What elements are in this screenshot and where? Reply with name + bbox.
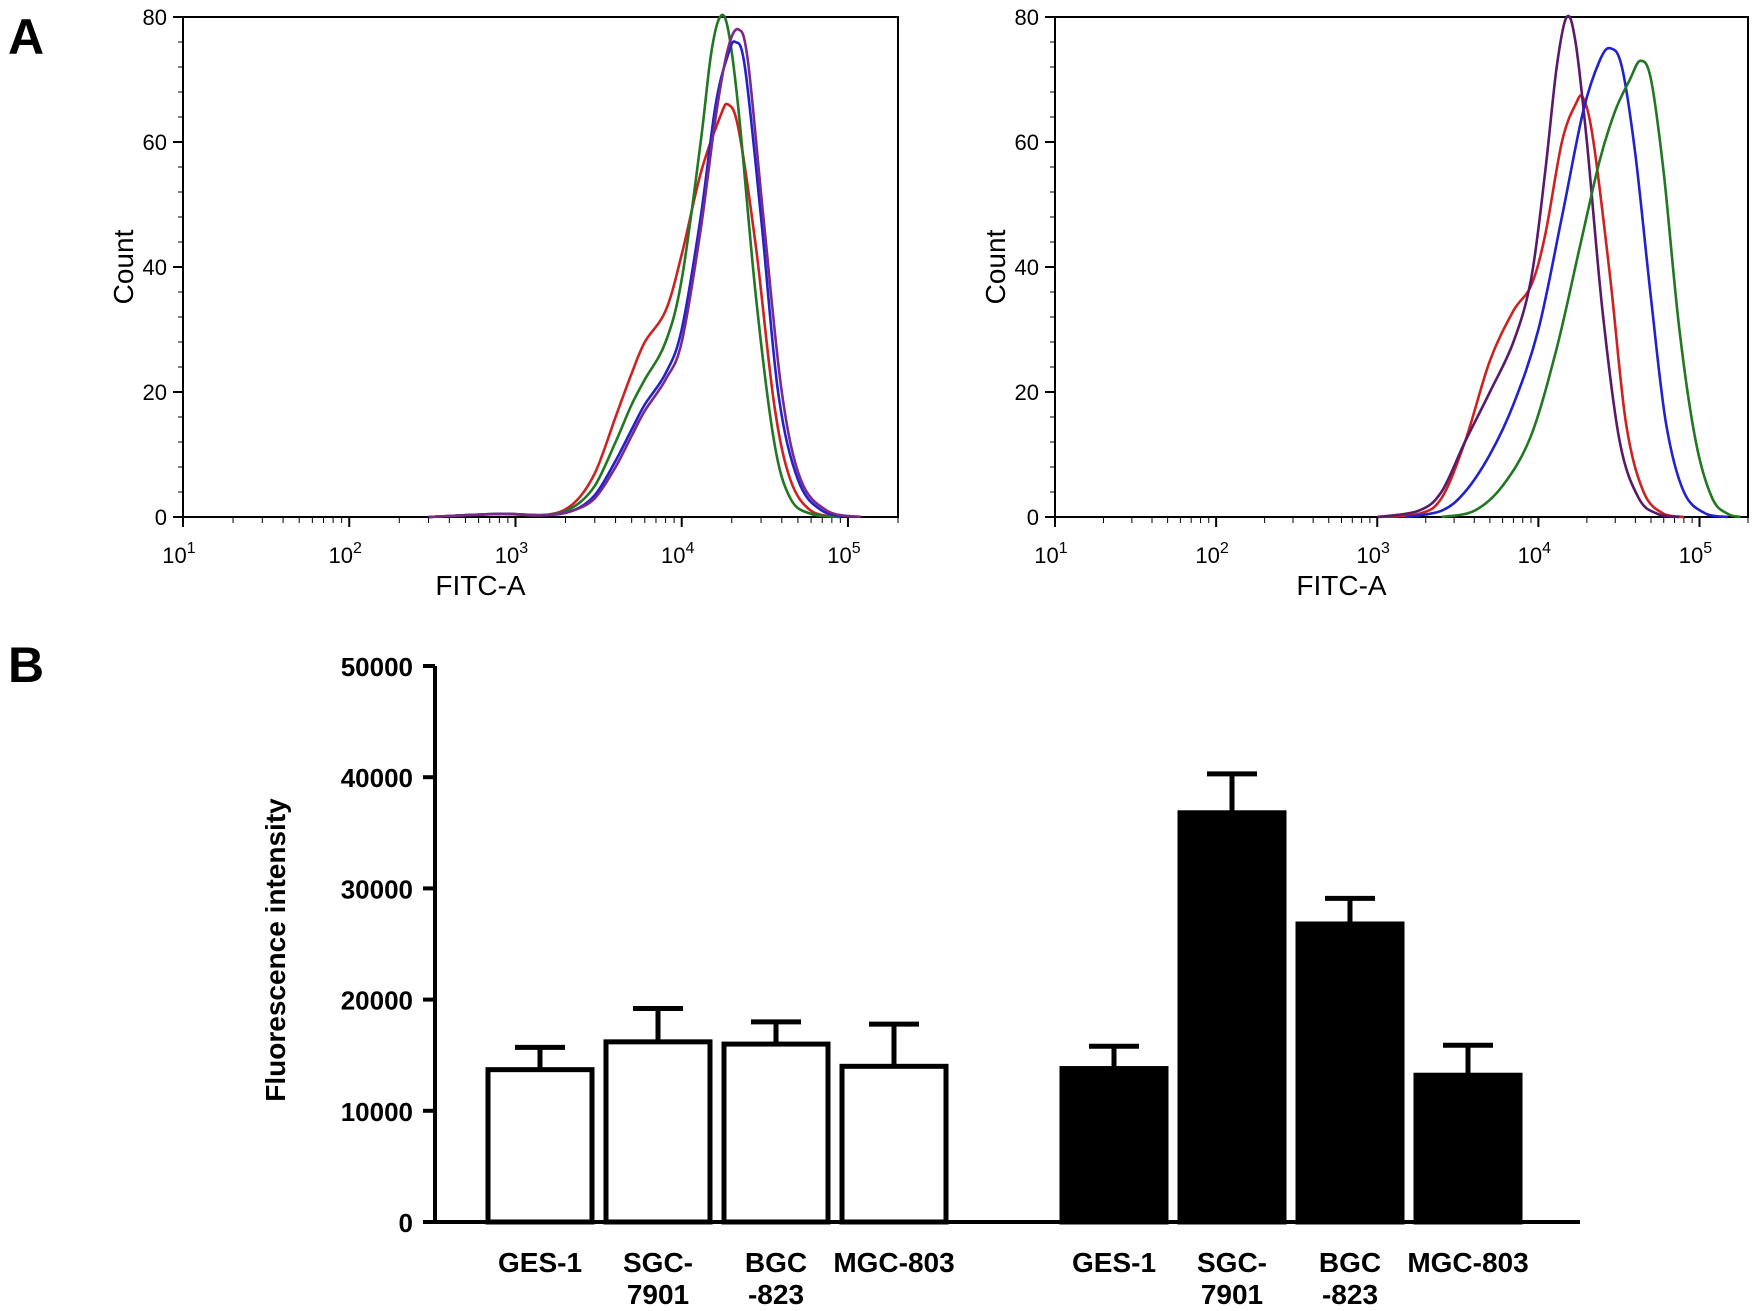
category-label: MGC-803 — [833, 1247, 954, 1278]
x-tick-label: 103 — [1357, 540, 1390, 568]
histogram-series-1 — [1377, 94, 1685, 519]
histogram-series-4 — [428, 27, 862, 519]
y-tick-label: 0 — [1027, 505, 1039, 530]
y-tick-label: 40 — [1015, 255, 1039, 280]
histogram-chart-left: 0 20 40 60 80 101 102 103 104 105 FITC-A Count — [108, 5, 899, 601]
bar — [1295, 921, 1405, 1225]
y-tick-label: 20 — [143, 380, 167, 405]
category-label-line2: 7901 — [1201, 1279, 1263, 1310]
y-axis-title: Count — [108, 229, 139, 304]
bar — [603, 1039, 713, 1225]
category-label: SGC- — [623, 1247, 693, 1278]
plot-frame — [1054, 16, 1749, 518]
histogram-series-4 — [1441, 59, 1741, 519]
y-tick-label: 10000 — [341, 1097, 413, 1127]
x-tick-label: 102 — [1195, 540, 1228, 568]
bar — [485, 1067, 595, 1225]
y-axis-title: Count — [980, 229, 1011, 304]
x-axis-title: FITC-A — [1296, 570, 1387, 601]
y-tick-label: 0 — [399, 1208, 413, 1238]
category-label-line2: -823 — [1322, 1279, 1378, 1310]
y-tick-label: 60 — [1015, 130, 1039, 155]
x-tick-label: 105 — [1679, 540, 1712, 568]
category-label: MGC-803 — [1407, 1247, 1528, 1278]
category-label-line2: -823 — [748, 1279, 804, 1310]
bar — [1177, 810, 1287, 1225]
bar — [839, 1063, 949, 1225]
histogram-chart-right: 0 20 40 60 80 101 102 103 104 105 FITC-A Count — [980, 5, 1749, 601]
category-label: BGC — [745, 1247, 807, 1278]
x-tick-label: 105 — [827, 540, 860, 568]
category-label: GES-1 — [1072, 1247, 1156, 1278]
bar — [721, 1041, 831, 1225]
histogram-series-2 — [428, 13, 841, 519]
category-label-line2: 7901 — [627, 1279, 689, 1310]
y-tick-label: 60 — [143, 130, 167, 155]
y-tick-label: 40000 — [341, 763, 413, 793]
y-tick-label: 30000 — [341, 874, 413, 904]
bar — [1413, 1072, 1523, 1225]
x-tick-label: 104 — [1518, 540, 1551, 568]
x-tick-label: 102 — [329, 540, 362, 568]
y-tick-label: 40 — [143, 255, 167, 280]
x-axis-title: FITC-A — [435, 570, 526, 601]
histogram-series-1 — [428, 102, 841, 519]
y-axis-title: Fluorescence intensity — [260, 798, 291, 1102]
panel-label-b: B — [8, 637, 44, 693]
y-tick-label: 0 — [155, 505, 167, 530]
histogram-series-2 — [1377, 14, 1680, 519]
y-tick-label: 80 — [1015, 5, 1039, 30]
y-tick-label: 50000 — [341, 652, 413, 682]
y-tick-label: 20 — [1015, 380, 1039, 405]
x-tick-label: 101 — [1034, 540, 1067, 568]
x-tick-label: 101 — [162, 540, 195, 568]
panel-label-a: A — [8, 9, 44, 65]
category-label: SGC- — [1197, 1247, 1267, 1278]
x-tick-label: 103 — [495, 540, 528, 568]
x-tick-label: 104 — [661, 540, 694, 568]
y-tick-label: 20000 — [341, 986, 413, 1016]
category-label: BGC — [1319, 1247, 1381, 1278]
histogram-series-3 — [1405, 46, 1729, 519]
bar-chart-b: 0 10000 20000 30000 40000 50000 Fluorescence i… — [260, 652, 1580, 1310]
category-label: GES-1 — [498, 1247, 582, 1278]
y-tick-label: 80 — [143, 5, 167, 30]
bar — [1059, 1066, 1169, 1225]
